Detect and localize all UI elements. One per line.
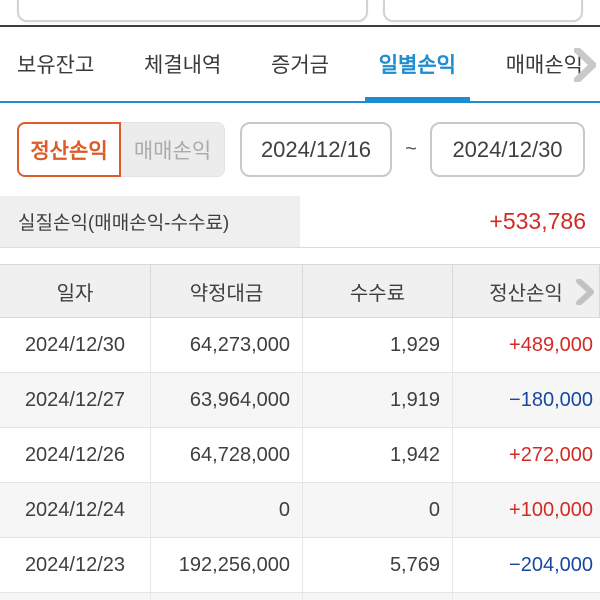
date-to-input[interactable]: 2024/12/30 (430, 122, 585, 177)
cell-fee: 0 (303, 483, 453, 537)
cell-date: 2024/12/23 (0, 538, 151, 592)
cell-pnl: +100,000 (453, 483, 600, 537)
tabs-scroll-right-icon[interactable] (570, 46, 600, 84)
pnl-mode-toggle: 정산손익 매매손익 (17, 122, 225, 177)
cell-pnl: −204,000 (453, 538, 600, 592)
cell-pnl: +272,000 (453, 428, 600, 482)
tab-margin[interactable]: 증거금 (271, 54, 329, 77)
cell-amount: 63,964,000 (151, 373, 303, 427)
header-amount: 약정대금 (151, 265, 303, 317)
toggle-settlement-pnl[interactable]: 정산손익 (17, 122, 121, 177)
table-row-partial (0, 593, 600, 600)
table-row[interactable]: 2024/12/26 64,728,000 1,942 +272,000 (0, 428, 600, 483)
net-pnl-summary: 실질손익(매매손익-수수료) +533,786 (0, 196, 600, 248)
divider (0, 25, 600, 27)
tab-holdings[interactable]: 보유잔고 (17, 54, 95, 77)
spacer (0, 248, 600, 264)
tab-daily-pnl[interactable]: 일별손익 (364, 27, 471, 103)
table-row[interactable]: 2024/12/30 64,273,000 1,929 +489,000 (0, 318, 600, 373)
table-scroll-right-icon[interactable] (572, 279, 598, 305)
top-strip (0, 0, 600, 25)
account-select-box[interactable] (17, 0, 368, 22)
tab-bar: 보유잔고 체결내역 증거금 일별손익 매매손익 (0, 27, 600, 103)
pnl-value: +489,000 (509, 333, 593, 356)
cell-date: 2024/12/24 (0, 483, 151, 537)
cell-fee: 1,919 (303, 373, 453, 427)
pnl-value: +272,000 (509, 443, 593, 466)
table-row[interactable]: 2024/12/24 0 0 +100,000 (0, 483, 600, 538)
secondary-input-box[interactable] (383, 0, 583, 22)
cell-amount: 64,728,000 (151, 428, 303, 482)
header-fee: 수수료 (303, 265, 453, 317)
pnl-value: −180,000 (509, 388, 593, 411)
header-date: 일자 (0, 265, 151, 317)
table-row[interactable]: 2024/12/27 63,964,000 1,919 −180,000 (0, 373, 600, 428)
cell-fee: 5,769 (303, 538, 453, 592)
tab-trading-pnl[interactable]: 매매손익 (505, 54, 583, 77)
cell-amount: 64,273,000 (151, 318, 303, 372)
cell-date: 2024/12/26 (0, 428, 151, 482)
pnl-value: +100,000 (509, 498, 593, 521)
cell-amount: 0 (151, 483, 303, 537)
cell-date: 2024/12/30 (0, 318, 151, 372)
tab-executions[interactable]: 체결내역 (144, 54, 222, 77)
cell-fee: 1,929 (303, 318, 453, 372)
net-pnl-value: +533,786 (300, 196, 600, 247)
cell-date: 2024/12/27 (0, 373, 151, 427)
cell-amount: 192,256,000 (151, 538, 303, 592)
net-pnl-label: 실질손익(매매손익-수수료) (0, 196, 300, 247)
cell-pnl: +489,000 (453, 318, 600, 372)
cell-pnl: −180,000 (453, 373, 600, 427)
toggle-trading-pnl[interactable]: 매매손익 (121, 122, 225, 177)
table-row[interactable]: 2024/12/23 192,256,000 5,769 −204,000 (0, 538, 600, 593)
cell-fee: 1,942 (303, 428, 453, 482)
filter-row: 정산손익 매매손익 2024/12/16 ~ 2024/12/30 (0, 103, 600, 196)
date-range-separator: ~ (405, 138, 417, 160)
daily-pnl-table: 일자 약정대금 수수료 정산손익 2024/12/30 64,273,000 1… (0, 264, 600, 600)
date-from-input[interactable]: 2024/12/16 (240, 122, 392, 177)
pnl-value: −204,000 (509, 553, 593, 576)
table-header-row: 일자 약정대금 수수료 정산손익 (0, 264, 600, 318)
